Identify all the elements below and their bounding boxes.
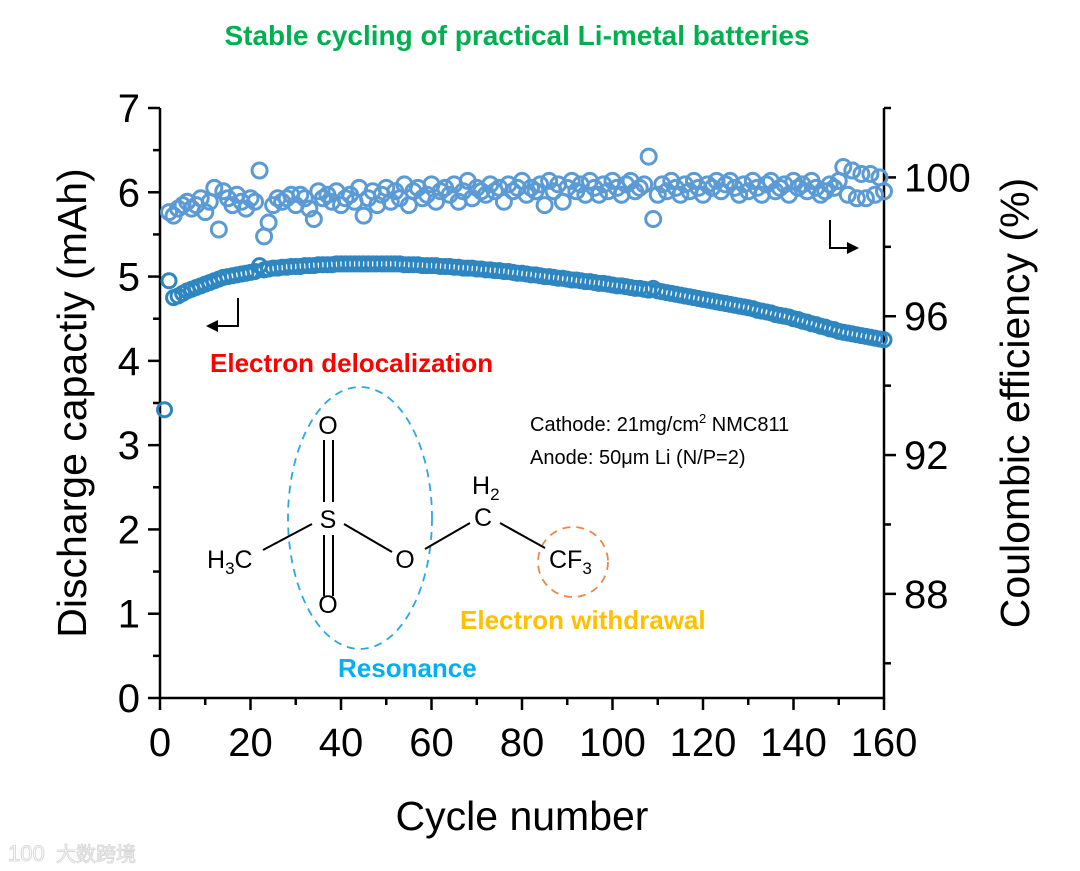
ce-point bbox=[205, 178, 224, 197]
ce-point bbox=[531, 175, 550, 194]
capacity-point bbox=[875, 331, 893, 349]
tick-labels: 0 20 40 60 80 100 120 140 160 0 1 2 3 4 5 6 7 88 92 96 100 bbox=[118, 87, 971, 765]
ce-point bbox=[562, 171, 581, 190]
x-tick-label: 120 bbox=[670, 721, 737, 765]
withdrawal-highlight-circle bbox=[537, 526, 609, 598]
capacity-point bbox=[160, 272, 178, 290]
resonance-highlight-ellipse bbox=[287, 386, 433, 650]
x-tick-label: 100 bbox=[579, 721, 646, 765]
x-tick-label: 160 bbox=[851, 721, 918, 765]
y-tick-label: 7 bbox=[118, 87, 140, 131]
ce-point bbox=[834, 158, 853, 176]
annotation-electron-withdrawal: Electron withdrawal bbox=[460, 605, 706, 635]
x-tick-label: 20 bbox=[228, 721, 273, 765]
x-tick-label: 140 bbox=[760, 721, 827, 765]
ce-point bbox=[295, 189, 314, 208]
data-marks bbox=[156, 147, 893, 419]
y2-axis-title: Coulombic efficiency (%) bbox=[992, 178, 1038, 628]
svg-text:O: O bbox=[318, 412, 337, 440]
ce-point bbox=[381, 192, 400, 211]
watermark: 100 大数跨境 bbox=[8, 841, 137, 867]
ce-point bbox=[535, 196, 554, 215]
svg-text:O: O bbox=[318, 591, 337, 619]
svg-text:O: O bbox=[395, 546, 414, 574]
chart-title: Stable cycling of practical Li-metal bat… bbox=[224, 20, 809, 51]
ce-point bbox=[671, 185, 690, 204]
right-axis-indicator-arrow bbox=[829, 220, 859, 254]
y2-tick-label: 96 bbox=[904, 295, 949, 339]
ce-point bbox=[730, 185, 749, 204]
y2-tick-label: 88 bbox=[904, 573, 949, 617]
ce-point bbox=[300, 199, 319, 218]
annotation-resonance: Resonance bbox=[338, 653, 477, 683]
ce-point bbox=[304, 210, 323, 229]
x-tick-label: 40 bbox=[319, 721, 364, 765]
ce-point bbox=[427, 192, 446, 211]
svg-text:CF3: CF3 bbox=[549, 546, 592, 578]
ce-point bbox=[589, 185, 608, 204]
ce-point bbox=[847, 189, 866, 208]
ce-point bbox=[209, 220, 228, 239]
molecule-structure: H3C S O O O H2 C CF3 bbox=[207, 386, 609, 650]
annotation-cathode: Cathode: 21mg/cm2 NMC811 bbox=[530, 411, 789, 436]
left-axis-indicator-arrow bbox=[206, 298, 239, 332]
y-tick-label: 0 bbox=[118, 677, 140, 721]
y-tick-label: 5 bbox=[118, 256, 140, 300]
y2-tick-label: 100 bbox=[904, 156, 971, 200]
ce-point bbox=[852, 164, 871, 183]
ce-point bbox=[856, 189, 875, 208]
ce-point bbox=[259, 213, 278, 232]
x-tick-label: 60 bbox=[409, 721, 454, 765]
y-tick-label: 2 bbox=[118, 508, 140, 552]
annotation-anode: Anode: 50μm Li (N/P=2) bbox=[530, 447, 746, 469]
x-tick-label: 80 bbox=[500, 721, 545, 765]
y2-tick-label: 92 bbox=[904, 434, 949, 478]
ce-point bbox=[476, 185, 495, 204]
x-axis-title: Cycle number bbox=[396, 793, 649, 839]
svg-text:H2: H2 bbox=[472, 472, 500, 504]
watermark-text: 大数跨境 bbox=[56, 842, 136, 866]
ce-point bbox=[540, 171, 559, 190]
ce-point bbox=[648, 185, 667, 204]
capacity-point bbox=[156, 401, 174, 419]
ce-point bbox=[354, 206, 373, 225]
watermark-logo: 100 bbox=[8, 841, 45, 866]
ce-point bbox=[635, 175, 654, 194]
y-tick-label: 1 bbox=[118, 593, 140, 637]
ce-point bbox=[875, 182, 893, 201]
y-axis-title: Discharge capactiy (mAh) bbox=[49, 168, 95, 637]
ce-point bbox=[843, 161, 862, 180]
y-tick-label: 3 bbox=[118, 424, 140, 468]
y-tick-label: 4 bbox=[118, 340, 140, 384]
ce-point bbox=[644, 210, 663, 229]
y-tick-label: 6 bbox=[118, 171, 140, 215]
annotation-electron-delocalization: Electron delocalization bbox=[210, 348, 493, 378]
ce-point bbox=[861, 164, 880, 183]
svg-text:H3C: H3C bbox=[207, 546, 253, 578]
ce-point bbox=[246, 192, 265, 211]
ce-point bbox=[250, 161, 269, 180]
ce-point bbox=[838, 185, 857, 204]
svg-text:S: S bbox=[320, 506, 337, 534]
ticks bbox=[148, 106, 896, 710]
ce-point bbox=[865, 185, 884, 204]
ce-point bbox=[639, 147, 658, 166]
ce-point bbox=[196, 203, 215, 222]
x-tick-label: 0 bbox=[149, 721, 171, 765]
ce-point bbox=[494, 192, 513, 211]
svg-text:C: C bbox=[474, 504, 492, 532]
